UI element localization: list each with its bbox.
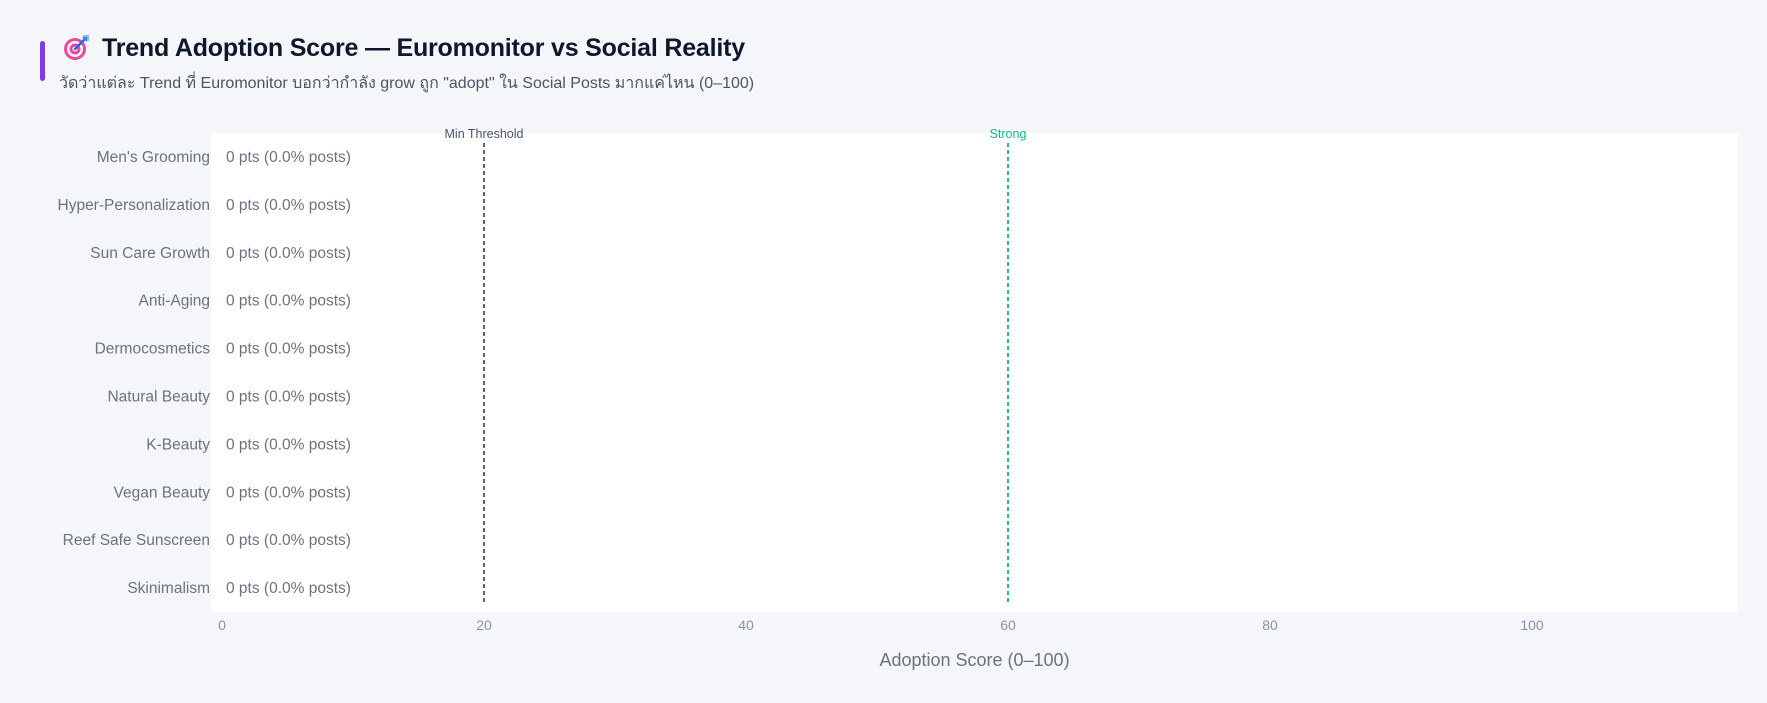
reference-lines: Min Threshold Strong xyxy=(445,127,1027,602)
data-label: 0 pts (0.0% posts) xyxy=(226,532,351,549)
category-label: Men's Grooming xyxy=(97,149,210,166)
category-label: Skinimalism xyxy=(127,580,210,597)
title-accent-bar xyxy=(40,41,45,81)
chart-header: Trend Adoption Score — Euromonitor vs So… xyxy=(62,30,745,66)
page-subtitle: วัดว่าแต่ละ Trend ที่ Euromonitor บอกว่า… xyxy=(59,75,755,92)
x-tick-label: 20 xyxy=(476,617,492,633)
category-label: Dermocosmetics xyxy=(95,341,211,358)
data-label: 0 pts (0.0% posts) xyxy=(226,149,351,166)
plot-area xyxy=(211,133,1738,612)
data-label: 0 pts (0.0% posts) xyxy=(226,580,351,597)
x-tick-label: 60 xyxy=(1000,617,1016,633)
data-labels: 0 pts (0.0% posts) 0 pts (0.0% posts) 0 pt… xyxy=(226,149,351,597)
category-label: Anti-Aging xyxy=(138,293,210,310)
category-labels: Men's Grooming Hyper-Personalization Sun C… xyxy=(58,149,211,597)
target-icon xyxy=(62,34,90,62)
x-tick-label: 80 xyxy=(1262,617,1278,633)
data-label: 0 pts (0.0% posts) xyxy=(226,197,351,214)
data-label: 0 pts (0.0% posts) xyxy=(226,293,351,310)
data-label: 0 pts (0.0% posts) xyxy=(226,341,351,358)
data-label: 0 pts (0.0% posts) xyxy=(226,484,351,501)
category-label: Hyper-Personalization xyxy=(58,197,211,214)
data-label: 0 pts (0.0% posts) xyxy=(226,388,351,405)
x-axis-title: Adoption Score (0–100) xyxy=(879,650,1069,670)
x-tick-label: 40 xyxy=(738,617,754,633)
page-title: Trend Adoption Score — Euromonitor vs So… xyxy=(102,33,745,62)
data-label: 0 pts (0.0% posts) xyxy=(226,245,351,262)
category-label: K-Beauty xyxy=(146,436,210,453)
x-tick-label: 0 xyxy=(218,617,226,633)
category-label: Sun Care Growth xyxy=(90,245,210,262)
x-axis-ticks: 0 20 40 60 80 100 xyxy=(218,617,1544,633)
x-tick-label: 100 xyxy=(1520,617,1544,633)
data-label: 0 pts (0.0% posts) xyxy=(226,436,351,453)
category-label: Vegan Beauty xyxy=(113,484,210,501)
category-label: Reef Safe Sunscreen xyxy=(63,532,210,549)
category-label: Natural Beauty xyxy=(107,388,210,405)
reference-line-label-0: Min Threshold xyxy=(445,127,524,141)
reference-line-label-1: Strong xyxy=(990,127,1027,141)
